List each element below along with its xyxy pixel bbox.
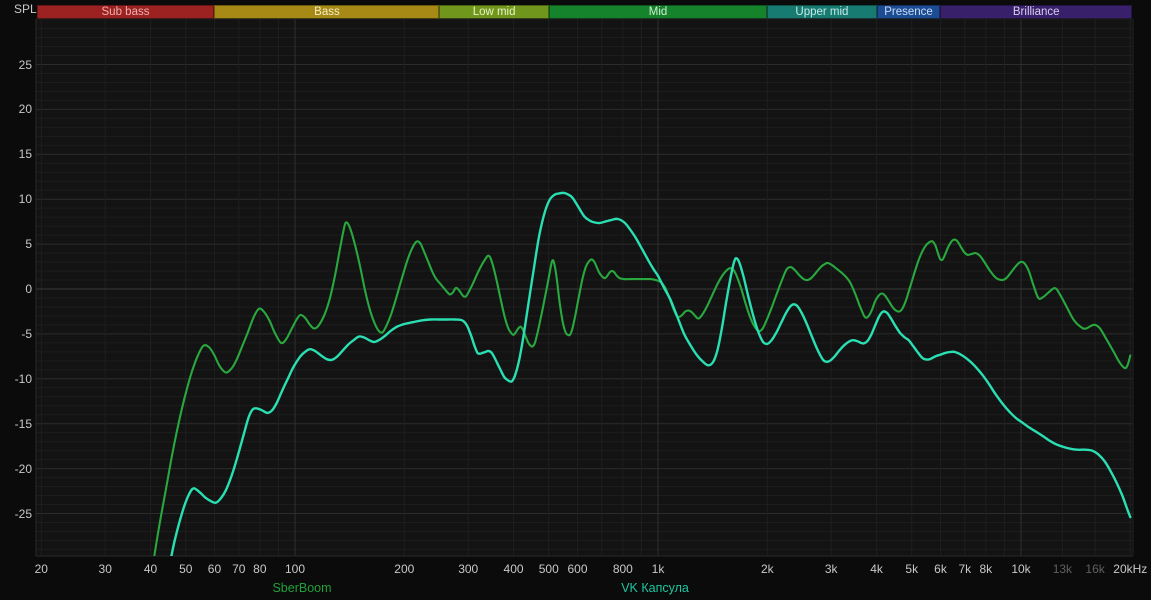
band-sub-bass: Sub bass bbox=[36, 5, 215, 19]
x-tick-label: 16k bbox=[1085, 562, 1105, 576]
curve-sberboom bbox=[153, 221, 1132, 556]
x-tick-label: 13k bbox=[1052, 562, 1073, 576]
x-tick-label: 60 bbox=[207, 562, 222, 576]
y-tick-label: -15 bbox=[14, 416, 32, 431]
x-tick-label: 400 bbox=[503, 562, 524, 576]
band-low-mid: Low mid bbox=[439, 5, 549, 19]
x-tick-label: 2k bbox=[760, 562, 774, 576]
y-tick-label: -20 bbox=[14, 461, 32, 476]
x-tick-label: 5k bbox=[905, 562, 919, 576]
x-tick-label: 3k bbox=[824, 562, 838, 576]
band-brilliance: Brilliance bbox=[940, 5, 1132, 19]
x-tick-label: 300 bbox=[458, 562, 479, 576]
x-tick-label: 8k bbox=[979, 562, 993, 576]
legend-item-sberboom: SberBoom bbox=[272, 581, 332, 595]
x-tick-label: 7k bbox=[958, 562, 972, 576]
y-tick-label: 25 bbox=[18, 57, 32, 72]
x-tick-label: 800 bbox=[612, 562, 633, 576]
plot-background bbox=[36, 19, 1133, 556]
y-axis-title: SPL bbox=[14, 2, 37, 16]
y-tick-label: 0 bbox=[25, 282, 32, 296]
x-tick-label: 6k bbox=[934, 562, 947, 576]
x-tick-label: 20 bbox=[34, 562, 48, 576]
y-tick-label: 5 bbox=[25, 237, 32, 252]
band-upper-mid: Upper mid bbox=[767, 5, 877, 19]
x-tick-label: 70 bbox=[232, 562, 246, 576]
y-tick-label: -10 bbox=[14, 371, 32, 386]
band-bass: Bass bbox=[214, 5, 440, 19]
band-presence: Presence bbox=[876, 5, 941, 19]
legend-item-vk-: VK Капсула bbox=[621, 581, 689, 595]
curve-vk- bbox=[170, 191, 1132, 556]
x-tick-label: 30 bbox=[98, 562, 112, 576]
x-tick-label: 20kHz bbox=[1113, 562, 1148, 576]
x-tick-label: 100 bbox=[285, 562, 306, 576]
x-tick-label: 10k bbox=[1011, 562, 1031, 576]
x-tick-label: 500 bbox=[538, 562, 559, 576]
y-tick-label: 20 bbox=[18, 102, 32, 117]
x-tick-label: 50 bbox=[179, 562, 193, 576]
x-tick-label: 1k bbox=[651, 562, 665, 576]
y-tick-label: -25 bbox=[14, 506, 32, 521]
x-tick-label: 600 bbox=[567, 562, 588, 576]
x-tick-label: 200 bbox=[394, 562, 415, 576]
y-tick-label: 10 bbox=[18, 192, 32, 207]
y-tick-label: -5 bbox=[21, 326, 32, 341]
x-tick-label: 40 bbox=[143, 562, 158, 576]
y-tick-label: 15 bbox=[18, 147, 32, 162]
band-mid: Mid bbox=[548, 5, 768, 19]
x-tick-label: 80 bbox=[253, 562, 267, 576]
x-tick-label: 4k bbox=[870, 562, 883, 576]
